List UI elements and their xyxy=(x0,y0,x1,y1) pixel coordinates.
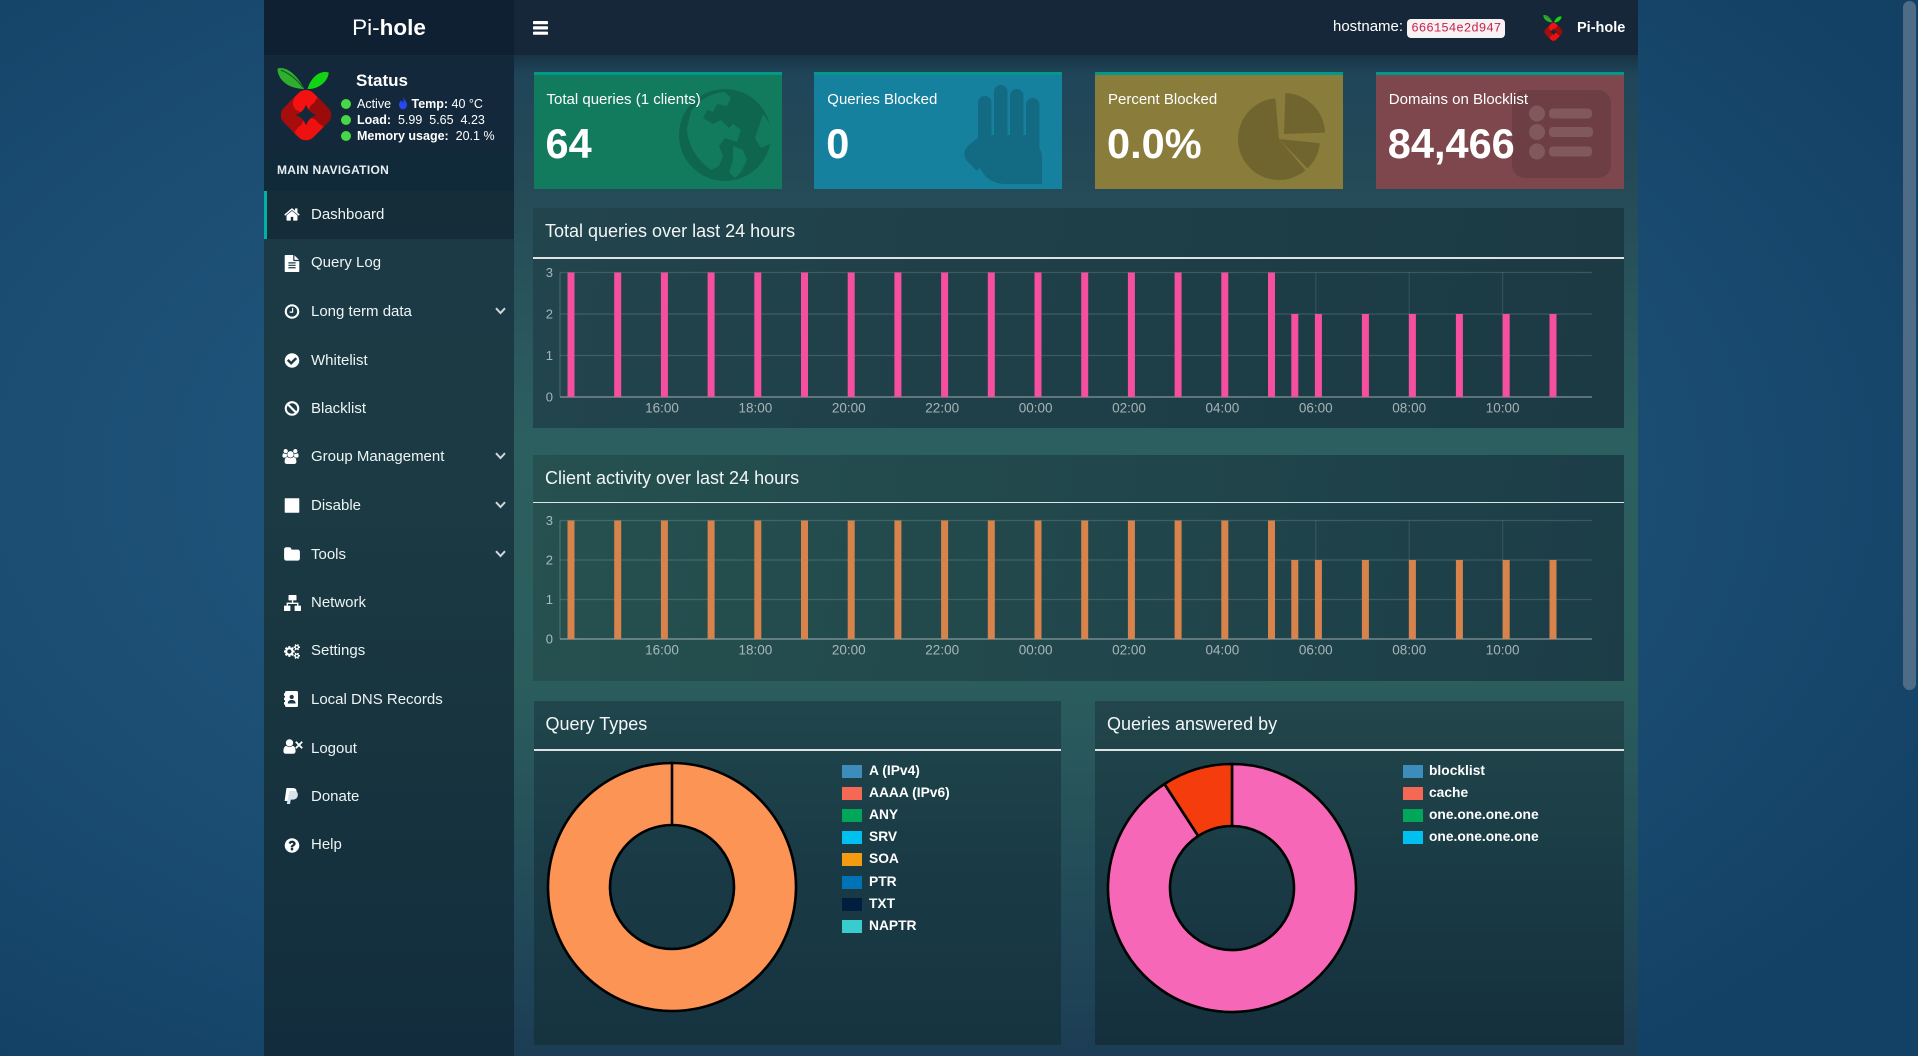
svg-text:06:00: 06:00 xyxy=(1299,643,1333,658)
svg-text:04:00: 04:00 xyxy=(1206,401,1240,416)
svg-text:16:00: 16:00 xyxy=(645,643,679,658)
svg-text:02:00: 02:00 xyxy=(1112,643,1146,658)
svg-text:06:00: 06:00 xyxy=(1299,401,1333,416)
svg-text:08:00: 08:00 xyxy=(1392,643,1426,658)
svg-text:3: 3 xyxy=(546,513,553,528)
svg-text:1: 1 xyxy=(546,592,553,607)
svg-text:18:00: 18:00 xyxy=(739,401,773,416)
svg-text:0: 0 xyxy=(546,632,553,647)
svg-text:2: 2 xyxy=(546,307,553,322)
svg-text:02:00: 02:00 xyxy=(1112,401,1146,416)
svg-text:0: 0 xyxy=(546,390,553,405)
svg-text:22:00: 22:00 xyxy=(925,643,959,658)
svg-text:10:00: 10:00 xyxy=(1486,643,1520,658)
svg-text:18:00: 18:00 xyxy=(739,643,773,658)
svg-text:00:00: 00:00 xyxy=(1019,643,1053,658)
svg-text:22:00: 22:00 xyxy=(925,401,959,416)
svg-text:3: 3 xyxy=(546,265,553,280)
svg-text:20:00: 20:00 xyxy=(832,401,866,416)
svg-text:08:00: 08:00 xyxy=(1392,401,1426,416)
svg-text:00:00: 00:00 xyxy=(1019,401,1053,416)
svg-text:16:00: 16:00 xyxy=(645,401,679,416)
svg-text:2: 2 xyxy=(546,553,553,568)
svg-text:1: 1 xyxy=(546,348,553,363)
svg-text:10:00: 10:00 xyxy=(1486,401,1520,416)
svg-text:20:00: 20:00 xyxy=(832,643,866,658)
svg-text:04:00: 04:00 xyxy=(1206,643,1240,658)
